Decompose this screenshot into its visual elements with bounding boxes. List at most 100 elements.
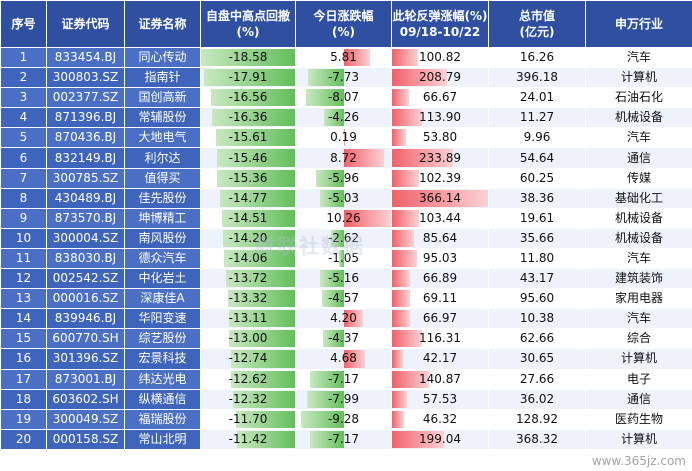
rebound-cell: 66.97 — [391, 308, 489, 330]
change-cell: -7.17 — [295, 368, 392, 390]
change-cell: -5.96 — [295, 167, 392, 189]
rebound-bar — [392, 330, 423, 348]
rebound-cell: 53.80 — [391, 127, 489, 149]
change-value: -5.96 — [327, 170, 360, 185]
drawdown-bar — [223, 249, 295, 268]
security-code: 833454.BJ — [46, 46, 125, 69]
market-cap: 16.26 — [488, 46, 586, 69]
security-name: 大地电气 — [124, 127, 201, 149]
security-name: 福瑞股份 — [124, 408, 201, 430]
market-cap: 62.66 — [488, 328, 586, 350]
row-index: 16 — [0, 348, 47, 370]
table-row: 13 000016.SZ 深康佳A -13.32 -4.57 69.11 95.60 家用电器 — [0, 288, 692, 310]
change-bar — [300, 410, 344, 428]
industry: 通信 — [585, 147, 692, 169]
rebound-value: 66.67 — [422, 90, 458, 105]
drawdown-bar — [223, 229, 295, 247]
rebound-bar — [392, 69, 447, 87]
table-row: 5 870436.BJ 大地电气 -15.61 0.19 53.80 9.96 汽车 — [0, 127, 692, 149]
security-code: 873001.BJ — [46, 368, 125, 390]
drawdown-cell: -14.51 — [200, 207, 296, 229]
rebound-value: 53.80 — [422, 130, 458, 145]
rebound-value: 113.90 — [419, 110, 461, 125]
column-header-2: 证券名称 — [124, 0, 201, 48]
industry: 计算机 — [585, 348, 692, 370]
row-index: 5 — [0, 127, 47, 149]
column-header-5: 此轮反弹涨幅(%) 09/18-10/22 — [391, 0, 489, 48]
drawdown-cell: -13.11 — [200, 308, 296, 330]
drawdown-cell: -15.46 — [200, 147, 296, 169]
drawdown-bar — [217, 169, 295, 187]
table-row: 6 832149.BJ 利尔达 -15.46 8.72 233.89 54.64 通信 — [0, 147, 692, 169]
change-cell: -4.37 — [295, 328, 392, 350]
rebound-cell: 95.03 — [391, 247, 489, 270]
table-row: 10 300004.SZ 南风股份 -14.20 -2.62 85.64 35.66 机械设备 — [0, 227, 692, 249]
row-index: 19 — [0, 408, 47, 430]
change-value: 5.81 — [330, 50, 357, 65]
change-bar — [322, 290, 344, 308]
change-cell: 10.26 — [295, 207, 392, 229]
change-cell: -9.28 — [295, 408, 392, 430]
rebound-value: 69.11 — [422, 291, 458, 306]
industry: 汽车 — [585, 308, 692, 330]
change-bar — [323, 330, 344, 348]
table-row: 8 430489.BJ 佳先股份 -14.77 -5.03 366.14 38.36 基础化工 — [0, 187, 692, 209]
drawdown-value: -16.56 — [228, 90, 268, 105]
change-cell: -8.07 — [295, 87, 392, 109]
change-value: -2.62 — [327, 230, 360, 245]
security-name: 华阳变速 — [124, 308, 201, 330]
rebound-bar — [392, 310, 410, 328]
drawdown-cell: -17.91 — [200, 67, 296, 89]
rebound-cell: 100.82 — [391, 46, 489, 69]
security-name: 德众汽车 — [124, 247, 201, 270]
row-index: 3 — [0, 87, 47, 109]
drawdown-value: -11.42 — [228, 431, 268, 446]
security-name: 坤博精工 — [124, 207, 201, 229]
security-name: 同心传动 — [124, 46, 201, 69]
rebound-bar — [392, 229, 415, 247]
industry: 基础化工 — [585, 187, 692, 209]
change-value: -4.37 — [327, 331, 360, 346]
change-bar — [343, 209, 391, 227]
drawdown-cell: -11.42 — [200, 428, 296, 450]
row-index: 17 — [0, 368, 47, 390]
security-name: 南风股份 — [124, 227, 201, 249]
row-index: 2 — [0, 67, 47, 89]
drawdown-value: -12.32 — [228, 391, 268, 406]
watermark-corner: www.365jz.com — [591, 454, 686, 468]
drawdown-bar — [230, 350, 295, 368]
industry: 机械设备 — [585, 227, 692, 249]
column-header-7: 申万行业 — [585, 0, 692, 48]
rebound-bar — [392, 410, 405, 428]
change-bar — [310, 370, 344, 388]
drawdown-cell: -13.32 — [200, 288, 296, 310]
row-index: 11 — [0, 247, 47, 270]
security-code: 838030.BJ — [46, 247, 125, 270]
row-index: 18 — [0, 388, 47, 410]
market-cap: 128.92 — [488, 408, 586, 430]
drawdown-cell: -14.20 — [200, 227, 296, 249]
security-code: 300049.SZ — [46, 408, 125, 430]
rebound-value: 85.64 — [422, 230, 458, 245]
change-bar — [343, 49, 371, 67]
security-code: 600770.SH — [46, 328, 125, 350]
rebound-bar — [392, 430, 445, 448]
industry: 汽车 — [585, 247, 692, 270]
market-cap: 19.61 — [488, 207, 586, 229]
drawdown-value: -12.62 — [228, 371, 268, 386]
change-bar — [307, 69, 344, 87]
industry: 汽车 — [585, 127, 692, 149]
drawdown-bar — [220, 189, 295, 207]
market-cap: 11.27 — [488, 107, 586, 129]
security-code: 430489.BJ — [46, 187, 125, 209]
drawdown-bar — [228, 310, 295, 328]
change-bar — [343, 149, 384, 167]
security-code: 301396.SZ — [46, 348, 125, 370]
drawdown-bar — [216, 149, 295, 167]
column-header-3: 自盘中高点回撤 (%) — [200, 0, 296, 48]
industry: 计算机 — [585, 428, 692, 450]
drawdown-value: -14.77 — [228, 190, 268, 205]
security-name: 中化岩土 — [124, 268, 201, 290]
change-value: 10.26 — [326, 210, 361, 225]
